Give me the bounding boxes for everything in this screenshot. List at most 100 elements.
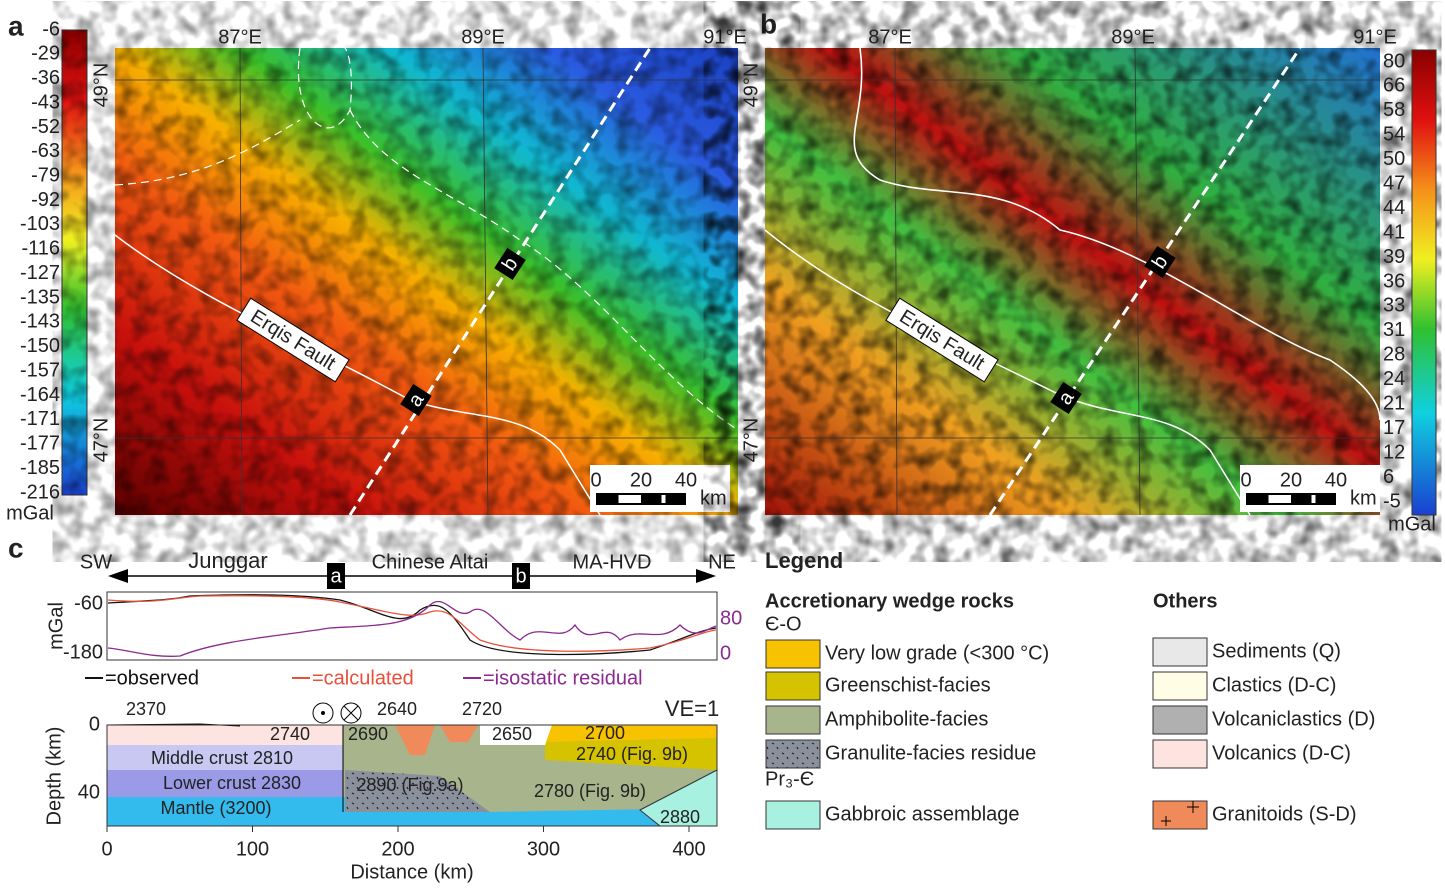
panel-label: a (8, 10, 24, 41)
gravity-legend: =observed =calculated =isostatic residual (85, 667, 643, 689)
colorbar-label: -164 (20, 384, 60, 406)
colorbar-label: 44 (1383, 197, 1405, 219)
label-box (885, 297, 999, 383)
region-label: Chinese Altai (372, 551, 489, 573)
colorbar-label: -157 (20, 359, 60, 381)
point-box (494, 247, 526, 281)
colorbar-label: -185 (20, 457, 60, 479)
layer-label: 2880 (660, 807, 700, 827)
x-tick-label: 0 (101, 838, 112, 860)
legend-label: Granitoids (S-D) (1212, 803, 1356, 825)
map-texture (115, 48, 738, 515)
scale-bar (661, 495, 666, 503)
colorbar-label: -36 (31, 67, 60, 89)
point-label: b (515, 565, 526, 587)
colorbar-label: -92 (31, 189, 60, 211)
colorbar-label: -216 (20, 481, 60, 503)
legend-label: Sediments (Q) (1212, 640, 1341, 662)
legend-swatch (765, 739, 821, 769)
legend-label: =isostatic residual (483, 667, 643, 689)
legend-label: Very low grade (<300 °C) (825, 642, 1049, 664)
scale-unit: km (700, 487, 727, 509)
unit: mGal (6, 502, 54, 524)
colorbar-label: 33 (1383, 295, 1405, 317)
density-label: 2720 (462, 699, 502, 719)
end-label: NE (708, 551, 736, 573)
unit: mGal (1388, 513, 1436, 535)
colorbar-label: 54 (1383, 124, 1405, 146)
lat-label: 47°N (90, 418, 112, 463)
legend-label: Amphibolite-facies (825, 708, 988, 730)
lon-label: 89°E (1111, 26, 1155, 48)
legend-label: =calculated (312, 667, 414, 689)
legend-swatch (1152, 671, 1208, 701)
colorbar-label: 31 (1383, 319, 1405, 341)
scale-label: 0 (590, 469, 601, 491)
density-label: 2700 (585, 723, 625, 743)
point-box (400, 383, 432, 417)
point-box (1050, 381, 1082, 415)
y-tick-label: 0 (89, 713, 100, 735)
gravity-ticks: -60 -180 80 0 (63, 592, 742, 664)
greenschist (545, 738, 717, 770)
colorbar-label: -127 (20, 262, 60, 284)
colorbar-label: 50 (1383, 148, 1405, 170)
out-symbol (321, 711, 325, 715)
colorbar-label: 6 (1383, 466, 1394, 488)
y-tick-label: -180 (63, 641, 103, 663)
boundary (853, 47, 1381, 421)
lat-label: 49°N (740, 63, 762, 108)
scale-label: 20 (1280, 469, 1302, 491)
legend-swatch (765, 705, 821, 735)
point-box (1144, 245, 1176, 279)
colorbar-label: -63 (31, 140, 60, 162)
legend-swatch (1152, 739, 1208, 769)
colorbar-label: 17 (1383, 417, 1405, 439)
in-symbol (343, 705, 359, 721)
graticule (115, 47, 738, 516)
colorbar-label: -177 (20, 433, 60, 455)
scale-label: 0 (1240, 469, 1251, 491)
legend-heading: Accretionary wedge rocks (765, 590, 1014, 612)
density-label: 2640 (377, 699, 417, 719)
colorbar-label: -135 (20, 286, 60, 308)
volcanics (107, 725, 343, 745)
point-label: a (330, 565, 342, 587)
colorbar-label: -52 (31, 116, 60, 138)
middle-crust (107, 745, 343, 770)
x-tick-label: 200 (381, 838, 414, 860)
fault-line (114, 234, 601, 516)
axis-label: Distance (km) (350, 861, 473, 883)
layer-label: Lower crust 2830 (163, 773, 301, 793)
profile-line (348, 47, 652, 516)
legend-heading: Others (1153, 590, 1217, 612)
observed-curve (107, 594, 717, 656)
density-label: 2740 (270, 724, 310, 744)
colorbar-label: -103 (20, 213, 60, 235)
colorbar-label: 28 (1383, 344, 1405, 366)
lon-label: 91°E (703, 26, 747, 48)
clastics (480, 725, 552, 745)
lon-label: 87°E (218, 26, 262, 48)
region-label: Junggar (188, 548, 268, 573)
colorbar-label: 66 (1383, 75, 1405, 97)
lon-label: 89°E (461, 26, 505, 48)
granitoid-symbol (1161, 801, 1199, 826)
region-label: MA-HVD (573, 551, 652, 573)
legend-swatch (765, 800, 821, 830)
legend-items: Very low grade (<300 °C) Greenschist-faci… (765, 637, 1375, 830)
y-tick-label: 40 (78, 781, 100, 803)
colorbar-label: 36 (1383, 270, 1405, 292)
scale-unit: km (1350, 487, 1377, 509)
legend-swatch (765, 639, 821, 669)
legend-swatch (1152, 705, 1208, 735)
colorbar-label: -171 (20, 408, 60, 430)
lower-crust (107, 770, 343, 797)
x-tick-label: 400 (672, 838, 705, 860)
scale-bar (1268, 495, 1291, 503)
axis-label: mGal (45, 602, 67, 650)
scale-label: 40 (1325, 469, 1347, 491)
